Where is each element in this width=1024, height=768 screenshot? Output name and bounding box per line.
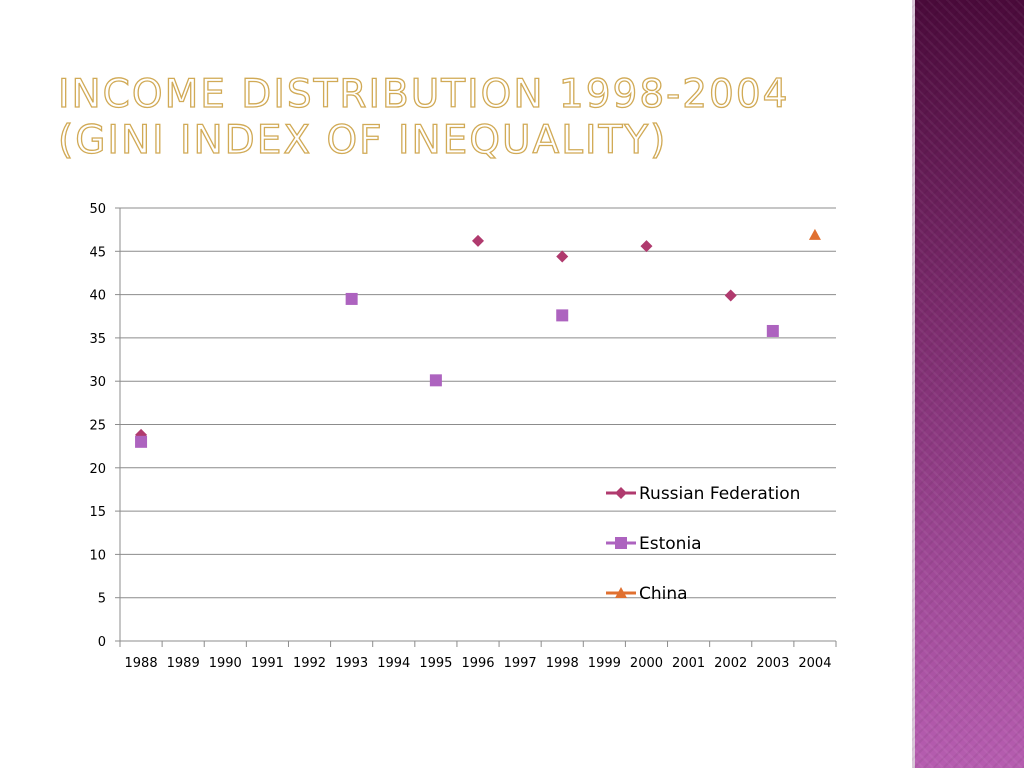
y-tick-label-5: 5: [98, 592, 106, 607]
y-tick-label-30: 30: [89, 375, 106, 390]
x-tick-label-2004: 2004: [798, 656, 831, 671]
x-tick-label-2000: 2000: [630, 656, 663, 671]
point-series-0-1998: [556, 250, 569, 263]
point-series-0-2002: [724, 289, 737, 302]
y-tick-label-35: 35: [89, 332, 106, 347]
x-tick-label-1999: 1999: [588, 656, 621, 671]
axes: [115, 207, 837, 647]
x-tick-label-2002: 2002: [714, 656, 747, 671]
x-tick-label-1997: 1997: [504, 656, 537, 671]
point-series-1-1988: [135, 435, 148, 448]
point-series-2-2004: [808, 228, 821, 240]
x-tick-label-1994: 1994: [377, 656, 410, 671]
legend-label-0: Russian Federation: [639, 484, 800, 504]
y-axis-tick-labels: 0 5 10 15 20 25 30 35 40 45 50: [89, 202, 106, 650]
x-tick-label-2001: 2001: [672, 656, 705, 671]
y-tick-label-45: 45: [89, 245, 106, 260]
data-points: [135, 228, 821, 448]
legend-marker-1: [615, 537, 627, 549]
point-series-0-1996: [472, 234, 484, 247]
point-series-1-1993: [345, 292, 358, 305]
y-tick-label-50: 50: [89, 202, 106, 217]
legend-label-2: China: [639, 584, 688, 604]
x-tick-label-2003: 2003: [756, 656, 789, 671]
x-tick-label-1995: 1995: [419, 656, 452, 671]
legend-marker-0: [615, 487, 627, 499]
legend: Russian Federation Estonia China: [606, 484, 800, 604]
x-tick-label-1988: 1988: [125, 656, 158, 671]
gini-scatter-chart: 0 5 10 15 20 25 30 35 40 45 50 1988 1989 1990 1991 199…: [89, 202, 837, 671]
point-series-1-1998: [556, 309, 569, 322]
y-tick-label-10: 10: [89, 548, 106, 563]
x-axis-tick-labels: 1988 1989 1990 1991 1992 1993 1994 1995 1996 1997…: [125, 656, 832, 671]
decorative-side-band: [912, 0, 1024, 768]
title-line-2: (Gini index of inequality): [57, 117, 668, 163]
x-tick-label-1991: 1991: [251, 656, 284, 671]
x-tick-label-1996: 1996: [461, 656, 494, 671]
point-series-0-2000: [640, 240, 653, 253]
x-tick-label-1993: 1993: [335, 656, 368, 671]
title-line-1: Income distribution 1998-2004: [57, 71, 790, 117]
y-tick-label-40: 40: [89, 289, 106, 304]
slide-title: Income distribution 1998-2004 (Gini inde…: [57, 71, 790, 164]
x-tick-label-1998: 1998: [546, 656, 579, 671]
legend-marker-2: [615, 587, 627, 598]
point-series-1-2003: [766, 324, 779, 337]
point-series-1-1995: [429, 374, 442, 387]
y-tick-label-25: 25: [89, 419, 106, 434]
x-tick-label-1990: 1990: [209, 656, 242, 671]
x-tick-label-1992: 1992: [293, 656, 326, 671]
y-tick-label-0: 0: [98, 635, 106, 650]
y-tick-label-20: 20: [89, 462, 106, 477]
gridlines: [120, 207, 836, 599]
y-tick-label-15: 15: [89, 505, 106, 520]
x-tick-label-1989: 1989: [167, 656, 200, 671]
legend-label-1: Estonia: [639, 534, 702, 554]
